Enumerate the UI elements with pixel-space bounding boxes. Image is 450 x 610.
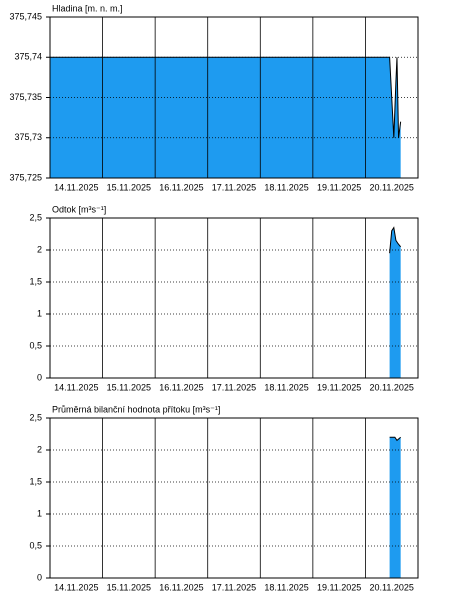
y-tick-label: 375,735 xyxy=(9,92,42,102)
y-tick-label: 2,5 xyxy=(29,212,42,222)
x-tick-label: 14.11.2025 xyxy=(54,582,98,592)
x-tick-label: 18.11.2025 xyxy=(264,382,308,392)
y-tick-label: 1,5 xyxy=(29,476,42,486)
y-tick-label: 375,74 xyxy=(14,52,42,62)
x-tick-label: 16.11.2025 xyxy=(159,582,203,592)
x-tick-label: 20.11.2025 xyxy=(370,182,414,192)
x-tick-label: 14.11.2025 xyxy=(54,382,98,392)
x-tick-label: 20.11.2025 xyxy=(370,382,414,392)
x-tick-label: 19.11.2025 xyxy=(317,582,361,592)
x-tick-label: 17.11.2025 xyxy=(212,582,256,592)
plot-border xyxy=(49,417,419,579)
x-tick-label: 19.11.2025 xyxy=(317,382,361,392)
x-tick-label: 16.11.2025 xyxy=(159,382,203,392)
x-tick-label: 15.11.2025 xyxy=(107,582,151,592)
chart-title: Hladina [m. n. m.] xyxy=(52,3,123,13)
chart-title: Průměrná bilanční hodnota přítoku [m³s⁻¹… xyxy=(52,404,220,414)
line xyxy=(50,56,402,138)
y-tick-label: 2 xyxy=(37,444,42,454)
y-tick-label: 375,725 xyxy=(9,172,42,182)
plot-border xyxy=(49,16,419,179)
y-tick-label: 375,73 xyxy=(14,132,42,142)
y-tick-label: 0 xyxy=(37,572,42,582)
y-tick-label: 375,745 xyxy=(9,11,42,21)
plot-area xyxy=(50,218,418,378)
line xyxy=(389,436,401,442)
y-tick-label: 0,5 xyxy=(29,540,42,550)
x-tick-label: 14.11.2025 xyxy=(54,182,98,192)
area xyxy=(389,227,401,378)
x-tick-label: 19.11.2025 xyxy=(317,182,361,192)
y-tick-label: 1 xyxy=(37,508,42,518)
x-tick-label: 20.11.2025 xyxy=(370,582,414,592)
y-tick-label: 1,5 xyxy=(29,276,42,286)
y-tick-label: 1 xyxy=(37,308,42,318)
x-tick-label: 17.11.2025 xyxy=(212,382,256,392)
plot-area xyxy=(50,418,418,578)
x-tick-label: 18.11.2025 xyxy=(264,582,308,592)
area xyxy=(389,437,401,578)
line xyxy=(389,226,402,254)
y-tick-label: 2 xyxy=(37,244,42,254)
y-tick-label: 0,5 xyxy=(29,340,42,350)
y-tick-label: 0 xyxy=(37,372,42,382)
x-tick-label: 17.11.2025 xyxy=(212,182,256,192)
x-tick-label: 16.11.2025 xyxy=(159,182,203,192)
y-tick-label: 2,5 xyxy=(29,412,42,422)
plot-border xyxy=(49,217,419,379)
chart-title: Odtok [m³s⁻¹] xyxy=(52,204,106,214)
x-tick-label: 18.11.2025 xyxy=(264,182,308,192)
x-tick-label: 15.11.2025 xyxy=(107,382,151,392)
x-tick-label: 15.11.2025 xyxy=(107,182,151,192)
